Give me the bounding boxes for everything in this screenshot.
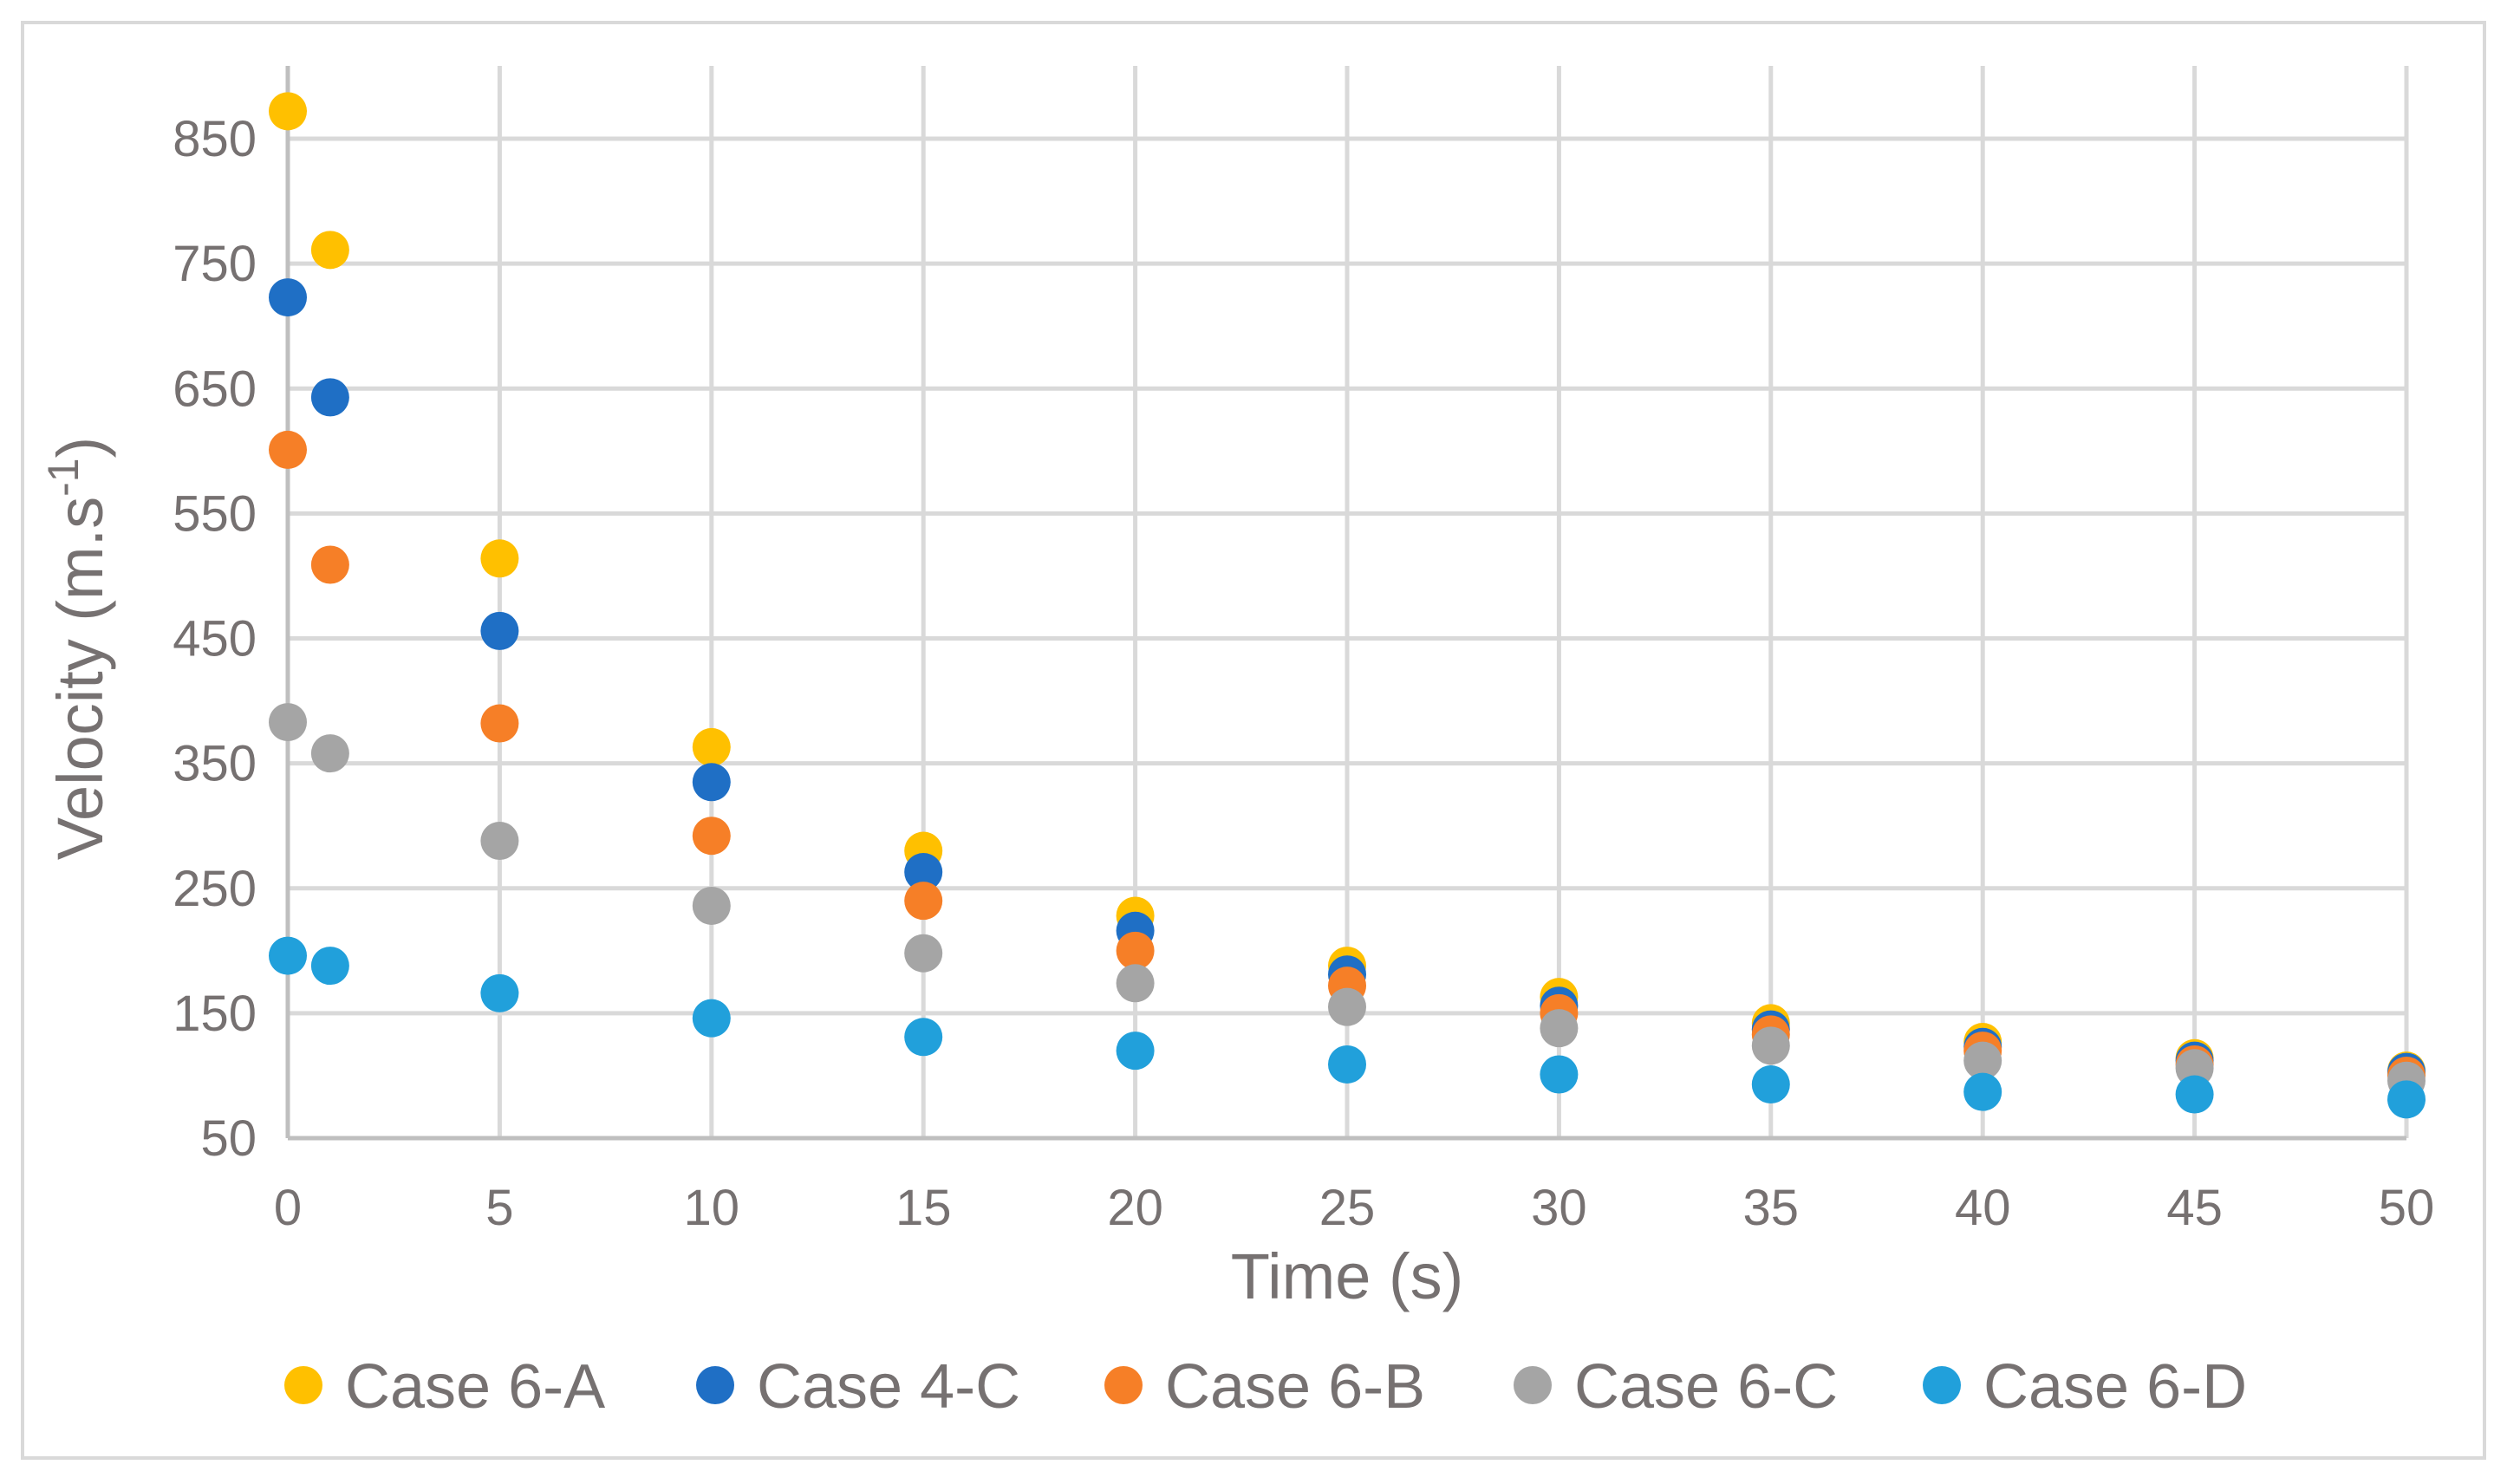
point-case-4-c xyxy=(269,278,307,317)
point-case-6-c xyxy=(2175,1049,2214,1088)
x-tick-label: 10 xyxy=(684,1180,740,1236)
x-tick-label: 15 xyxy=(895,1180,952,1236)
point-case-6-c xyxy=(480,822,519,860)
point-case-6-d xyxy=(1540,1055,1579,1094)
point-case-6-b xyxy=(269,430,307,469)
legend-label: Case 6-C xyxy=(1574,1352,1838,1422)
y-tick-label: 750 xyxy=(173,236,257,292)
point-case-6-c xyxy=(1116,964,1155,1003)
x-tick-label: 20 xyxy=(1107,1180,1163,1236)
point-case-6-c xyxy=(1540,1009,1579,1048)
legend-label: Case 6-D xyxy=(1983,1352,2247,1422)
gridlines xyxy=(288,66,2409,1138)
legend-marker xyxy=(1104,1366,1143,1404)
point-case-4-c xyxy=(310,378,349,417)
x-tick-label: 45 xyxy=(2166,1180,2223,1236)
x-tick-label: 5 xyxy=(485,1180,513,1236)
point-case-6-a xyxy=(480,539,519,578)
point-case-6-a xyxy=(310,231,349,270)
y-tick-label: 850 xyxy=(173,111,257,167)
point-case-6-c xyxy=(904,934,943,973)
x-tick-label: 50 xyxy=(2379,1180,2435,1236)
x-tick-label: 0 xyxy=(274,1180,302,1236)
point-case-4-c xyxy=(904,853,943,892)
chart-frame: 0 5 10 15 20 25 30 35 40 45 50 50 150 250 350 450 550 650… xyxy=(21,21,2486,1460)
legend-item-case-6-d: Case 6-D xyxy=(1923,1352,2247,1422)
x-axis-title: Time (s) xyxy=(1231,1240,1464,1312)
point-case-6-c xyxy=(1328,987,1366,1026)
point-case-6-c xyxy=(1963,1041,2002,1080)
point-case-6-b xyxy=(1116,931,1155,970)
point-case-6-d xyxy=(1963,1072,2002,1111)
legend-item-case-6-b: Case 6-B xyxy=(1104,1352,1425,1422)
point-case-4-c xyxy=(692,763,731,802)
point-case-6-a xyxy=(269,92,307,131)
point-case-6-b xyxy=(904,882,943,921)
point-case-6-a xyxy=(692,727,731,766)
point-case-6-b xyxy=(310,545,349,584)
x-tick-label: 30 xyxy=(1531,1180,1587,1236)
point-case-6-d xyxy=(1751,1065,1790,1104)
legend-marker xyxy=(1923,1366,1961,1404)
legend-marker xyxy=(1514,1366,1552,1404)
y-tick-label: 150 xyxy=(173,986,257,1042)
x-tick-label: 25 xyxy=(1319,1180,1376,1236)
y-axis-title: Velocity (m.s-1) xyxy=(39,437,116,861)
point-case-4-c xyxy=(480,611,519,650)
y-tick-label: 350 xyxy=(173,736,257,792)
y-tick-label: 650 xyxy=(173,361,257,417)
legend-marker xyxy=(284,1366,322,1404)
legend-item-case-6-a: Case 6-A xyxy=(284,1352,605,1422)
point-case-6-d xyxy=(904,1018,943,1057)
legend-label: Case 6-A xyxy=(345,1352,605,1422)
legend-label: Case 6-B xyxy=(1165,1352,1425,1422)
velocity-time-scatter-chart: 0 5 10 15 20 25 30 35 40 45 50 50 150 250 350 450 550 650… xyxy=(39,66,2434,1422)
y-tick-label: 450 xyxy=(173,611,257,667)
y-tick-label: 550 xyxy=(173,485,257,542)
x-tick-label: 35 xyxy=(1743,1180,1800,1236)
legend: Case 6-A Case 4-C Case 6-B Case 6-C Case 6-D xyxy=(284,1352,2247,1422)
legend-item-case-6-c: Case 6-C xyxy=(1514,1352,1838,1422)
point-case-6-c xyxy=(1751,1026,1790,1065)
point-case-6-d xyxy=(269,936,307,975)
point-case-6-d xyxy=(480,973,519,1012)
tick-labels: 0 5 10 15 20 25 30 35 40 45 50 50 150 250 350 450 550 650… xyxy=(173,111,2434,1236)
point-case-6-c xyxy=(692,886,731,925)
x-tick-label: 40 xyxy=(1955,1180,2011,1236)
point-case-6-d xyxy=(2387,1080,2426,1119)
y-tick-label: 250 xyxy=(173,861,257,917)
point-case-6-d xyxy=(1116,1032,1155,1071)
legend-marker xyxy=(696,1366,734,1404)
point-case-6-d xyxy=(2175,1075,2214,1114)
point-case-6-b xyxy=(692,817,731,856)
point-case-6-d xyxy=(1328,1045,1366,1084)
y-tick-label: 50 xyxy=(200,1110,257,1167)
legend-item-case-4-c: Case 4-C xyxy=(696,1352,1020,1422)
legend-label: Case 4-C xyxy=(757,1352,1020,1422)
point-case-6-d xyxy=(310,947,349,986)
point-case-6-d xyxy=(692,999,731,1038)
data-points xyxy=(269,92,2426,1119)
point-case-6-c xyxy=(269,703,307,742)
point-case-6-c xyxy=(310,734,349,773)
point-case-6-b xyxy=(480,704,519,743)
